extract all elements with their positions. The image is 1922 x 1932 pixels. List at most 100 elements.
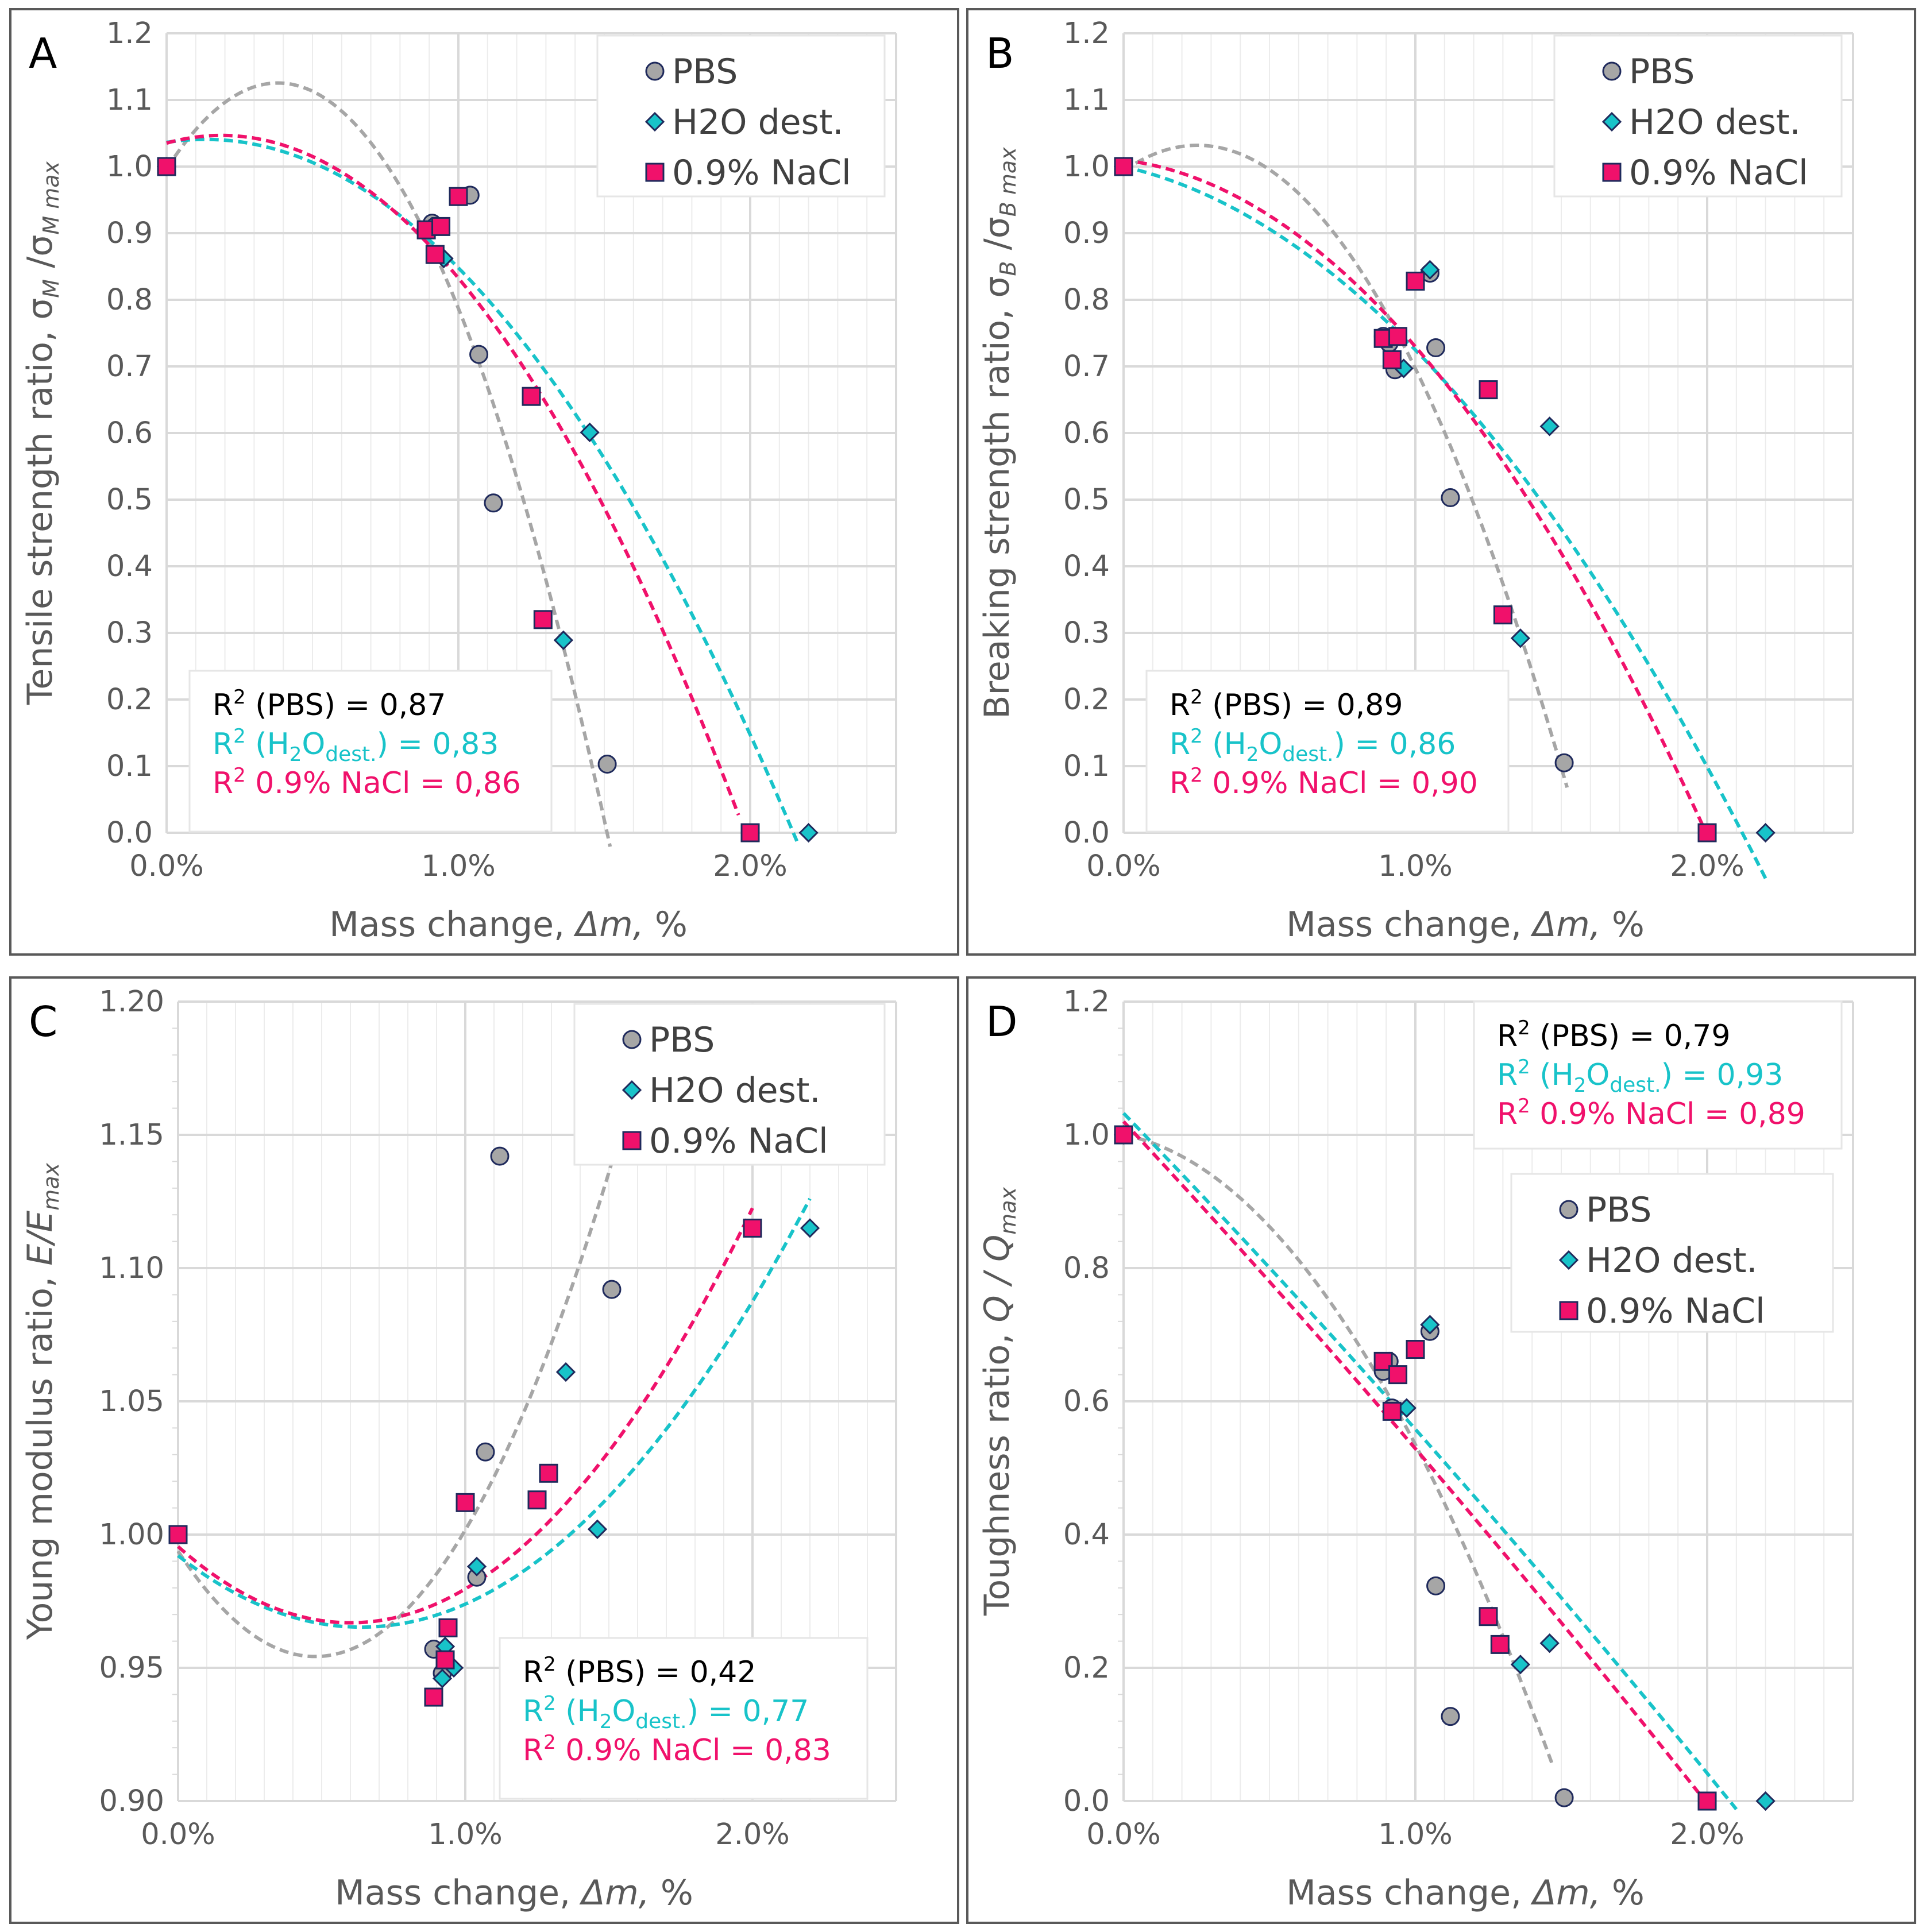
legend-label-nacl: 0.9% NaCl: [1629, 153, 1808, 193]
series-nacl: [157, 157, 760, 843]
data-point-h2o: [1510, 1655, 1531, 1675]
data-point-nacl: [743, 1218, 762, 1238]
legend-marker-pbs: [1602, 61, 1622, 81]
data-point-nacl: [1382, 1401, 1402, 1421]
legend: PBS H2O dest. 0.9% NaCl: [1553, 34, 1843, 198]
data-point-nacl: [435, 1650, 455, 1670]
y-tick-label: 0.3: [106, 616, 153, 650]
data-point-h2o: [798, 822, 819, 843]
y-tick-label: 0.6: [106, 416, 153, 450]
data-point-pbs: [490, 1146, 510, 1166]
data-point-nacl: [1406, 272, 1425, 291]
data-point-nacl: [1114, 1125, 1133, 1145]
series-h2o: [432, 1218, 820, 1688]
y-tick-label: 0.0: [106, 816, 153, 850]
legend: PBS H2O dest. 0.9% NaCl: [596, 34, 886, 198]
legend-label-h2o: H2O dest.: [1586, 1241, 1757, 1281]
data-point-nacl: [438, 1618, 458, 1637]
data-point-pbs: [602, 1280, 622, 1299]
data-point-nacl: [424, 1687, 443, 1707]
legend-marker-h2o: [644, 111, 665, 132]
data-point-pbs: [597, 755, 617, 774]
data-point-h2o: [587, 1519, 608, 1539]
series-pbs: [168, 1146, 622, 1683]
trendline-pbs: [1122, 143, 1569, 789]
y-tick-label: 1.00: [99, 1518, 164, 1552]
x-tick-label: 2.0%: [715, 1818, 790, 1852]
chart-c-plot: C 0.90 0.95 1.00 1.05 1.10 1.15 1.20 0.0% 1.0% 2.…: [20, 985, 897, 1913]
data-point-nacl: [1479, 380, 1498, 400]
data-point-nacl: [157, 157, 176, 176]
r2-box-frame: [188, 670, 553, 833]
y-tick-label: 1.0: [1063, 150, 1110, 184]
r2-pbs: R2 (PBS) = 0,42: [523, 1653, 756, 1690]
y-tick-label: 1.1: [106, 83, 153, 117]
data-point-h2o: [432, 1668, 453, 1688]
data-point-nacl: [1114, 157, 1133, 176]
y-tick-label: 1.15: [99, 1118, 164, 1152]
trendline-pbs: [165, 81, 612, 847]
legend-marker-nacl: [622, 1131, 642, 1150]
y-tick-label: 0.5: [106, 483, 153, 517]
y-tick-label: 0.2: [1063, 1651, 1110, 1685]
y-tick-label: 0.2: [106, 683, 153, 717]
r2-box-frame: [499, 1637, 869, 1800]
data-point-h2o: [1539, 1633, 1560, 1653]
data-point-pbs: [1554, 1788, 1574, 1807]
panel-letter-d: D: [986, 998, 1017, 1046]
data-point-pbs: [1426, 338, 1446, 358]
legend: PBS H2O dest. 0.9% NaCl: [1510, 1173, 1834, 1333]
y-tick-label: 1.0: [106, 150, 153, 184]
x-tick-label: 2.0%: [713, 849, 788, 883]
legend-marker-nacl: [645, 163, 665, 182]
x-tick-label: 0.0%: [129, 849, 204, 883]
legend-label-nacl: 0.9% NaCl: [649, 1121, 828, 1161]
r2-nacl: R2 0.9% NaCl = 0,90: [1170, 764, 1478, 801]
x-tick-label: 1.0%: [1378, 1818, 1453, 1852]
data-point-nacl: [1697, 1791, 1717, 1811]
y-tick-label: 0.3: [1063, 616, 1110, 650]
legend-label-nacl: 0.9% NaCl: [1586, 1291, 1765, 1331]
series-pbs: [1114, 1125, 1574, 1807]
y-axis-title: Tensile strength ratio, σM /σM max: [20, 161, 64, 705]
data-point-pbs: [1441, 1707, 1460, 1726]
legend-marker-pbs: [645, 61, 665, 81]
r2-box-frame: [1473, 1000, 1843, 1150]
data-point-pbs: [469, 345, 489, 364]
y-tick-label: 1.2: [1063, 17, 1110, 51]
data-point-nacl: [1388, 327, 1408, 346]
y-tick-label: 0.0: [1063, 816, 1110, 850]
data-point-h2o: [1510, 628, 1531, 648]
x-tick-label: 0.0%: [141, 1818, 215, 1852]
x-tick-label: 1.0%: [428, 1818, 503, 1852]
r2-nacl: R2 0.9% NaCl = 0,89: [1497, 1095, 1805, 1131]
y-tick-label: 0.4: [1063, 550, 1110, 584]
legend-marker-h2o: [1601, 111, 1622, 132]
trendlines: [176, 1162, 812, 1659]
data-point-h2o: [580, 422, 600, 442]
y-axis-title: Young modulus ratio, E/Emax: [20, 1162, 64, 1640]
chart-a-plot: A 0.0 0.1 0.2 0.3 0.4 0.5 0.6 0.7 0.8 0.9 1.0 1.1 1.…: [20, 17, 897, 945]
y-tick-label: 0.95: [99, 1651, 164, 1685]
y-tick-label: 1.20: [99, 985, 164, 1019]
data-point-nacl: [1382, 350, 1402, 369]
r2-pbs: R2 (PBS) = 0,79: [1497, 1017, 1730, 1053]
legend-box: [596, 34, 886, 198]
panel-letter-a: A: [29, 29, 57, 78]
x-tick-label: 2.0%: [1670, 849, 1745, 883]
x-axis-title: Mass change, Δm, %: [329, 905, 688, 945]
r2-box-frame: [1145, 670, 1510, 833]
legend-marker-pbs: [622, 1030, 642, 1049]
y-tick-label: 0.8: [106, 283, 153, 317]
trendline-h2o: [166, 137, 799, 842]
y-axis-title: Breaking strength ratio, σB /σB max: [977, 147, 1021, 719]
legend-label-pbs: PBS: [649, 1020, 715, 1060]
data-point-nacl: [168, 1525, 188, 1544]
data-point-h2o: [1539, 416, 1560, 436]
data-point-nacl: [522, 387, 541, 406]
x-axis-title: Mass change, Δm, %: [1286, 905, 1645, 945]
y-tick-label: 0.4: [1063, 1518, 1110, 1552]
y-tick-label: 0.6: [1063, 416, 1110, 450]
